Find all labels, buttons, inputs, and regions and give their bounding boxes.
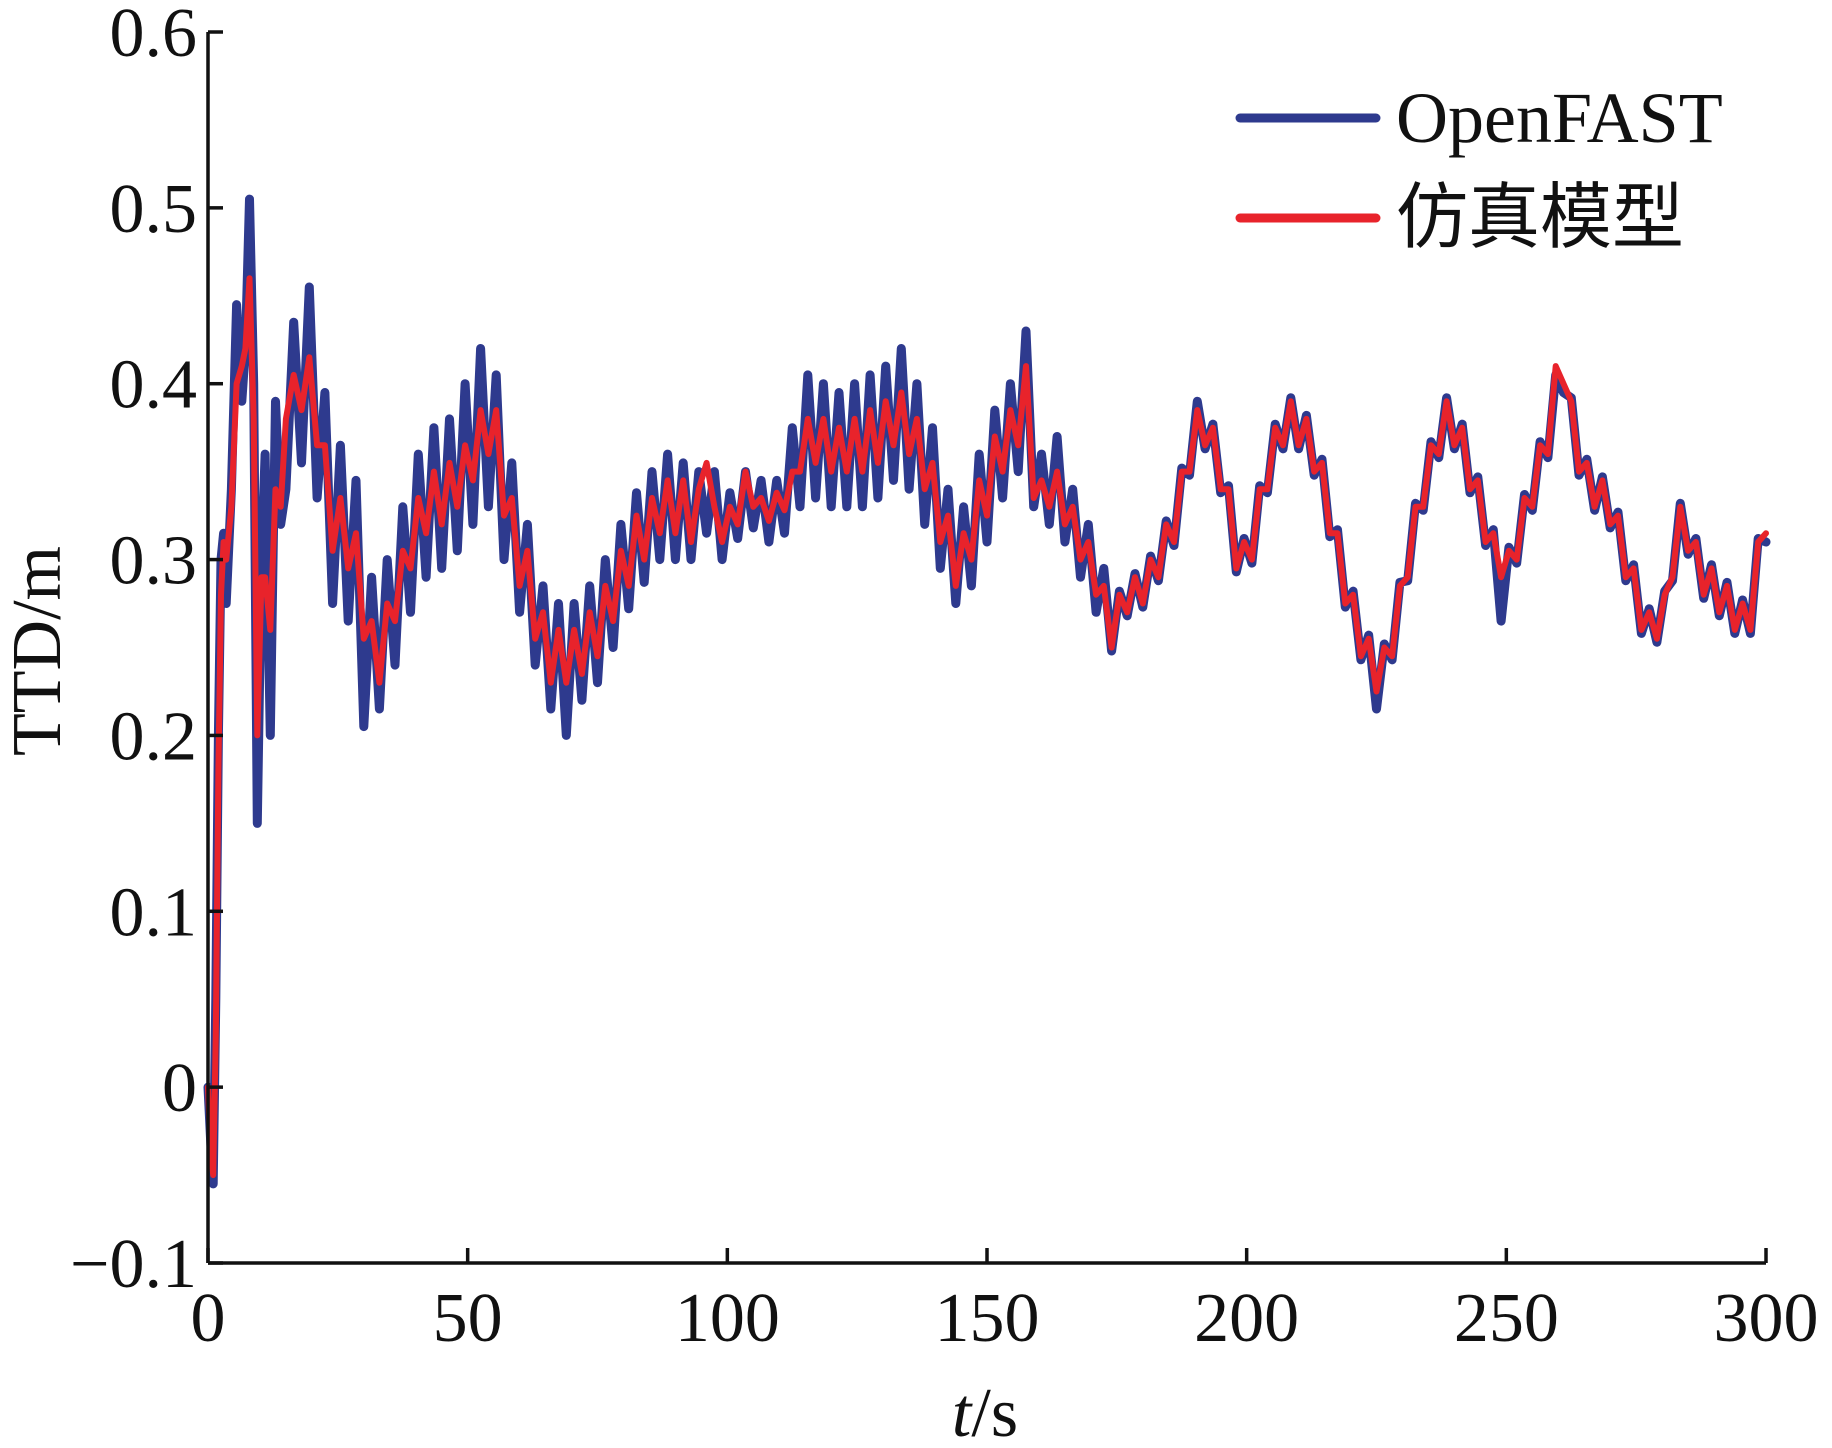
y-ticks: −0.1 0 0.1 0.2 0.3 0.4 0.5 0.6: [70, 0, 223, 1303]
y-axis-label: TTD/m: [0, 546, 76, 756]
y-tick-label: 0.1: [110, 874, 198, 951]
legend-label-openfast: OpenFAST: [1396, 78, 1723, 158]
y-tick-label: 0: [162, 1050, 197, 1127]
y-tick-label: 0.3: [110, 523, 198, 600]
y-tick-label: −0.1: [70, 1226, 197, 1303]
x-tick-label: 0: [191, 1280, 226, 1357]
series-line-1: [203, 194, 1771, 1189]
legend: OpenFAST 仿真模型: [1235, 78, 1723, 258]
series-layer: [203, 194, 1771, 1189]
y-tick-label: 0.2: [110, 698, 198, 775]
x-tick-label: 50: [433, 1280, 503, 1357]
x-tick-label: 300: [1714, 1280, 1819, 1357]
legend-label-simulation-model: 仿真模型: [1396, 178, 1684, 258]
x-tick-label: 100: [675, 1280, 780, 1357]
y-tick-label: 0.6: [110, 0, 198, 72]
y-tick-label: 0.4: [110, 347, 198, 424]
x-ticks: 0 50 100 150 200 250 300: [191, 1248, 1819, 1357]
y-tick-label: 0.5: [110, 171, 198, 248]
x-tick-label: 150: [935, 1280, 1040, 1357]
series-line-2: [205, 275, 1769, 1179]
x-tick-label: 250: [1454, 1280, 1559, 1357]
x-tick-label: 200: [1194, 1280, 1299, 1357]
x-axis-label: t/s: [952, 1375, 1018, 1448]
